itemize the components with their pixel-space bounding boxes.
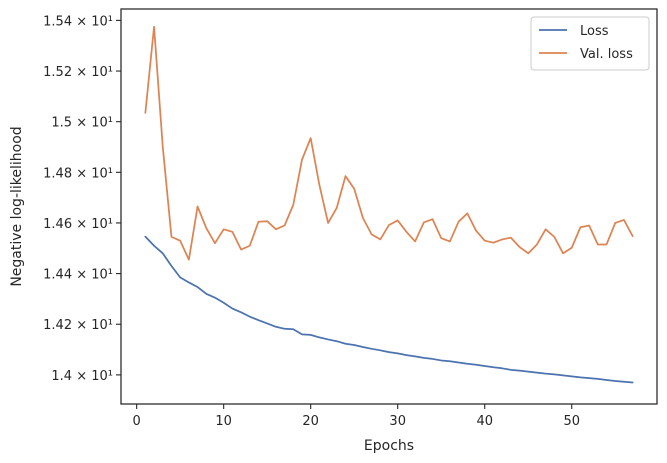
y-tick-label: 1.4 × 10¹ [51, 369, 113, 384]
y-tick-label: 1.42 × 10¹ [43, 318, 113, 333]
y-tick-label: 1.46 × 10¹ [43, 217, 113, 232]
legend-label-val-loss: Val. loss [580, 47, 633, 62]
x-tick-label: 10 [215, 414, 232, 429]
y-axis-label: Negative log-likelihood [9, 126, 25, 286]
series-layer [144, 25, 634, 384]
y-tick-label: 1.44 × 10¹ [43, 268, 113, 283]
series-line-val-loss [144, 25, 634, 261]
x-tick-label: 50 [563, 414, 580, 429]
x-tick-label: 30 [389, 414, 406, 429]
series-line-loss [144, 235, 634, 384]
legend-label-loss: Loss [580, 24, 609, 39]
y-tick-label: 1.54 × 10¹ [43, 14, 113, 29]
legend: Loss Val. loss [530, 16, 650, 71]
x-axis-label: Epochs [364, 438, 414, 454]
y-tick-label: 1.48 × 10¹ [43, 166, 113, 181]
y-tick-label: 1.52 × 10¹ [43, 65, 113, 80]
plot-frame [120, 8, 658, 405]
y-tick-label: 1.5 × 10¹ [51, 116, 113, 131]
x-tick-label: 0 [133, 414, 141, 429]
x-tick-label: 20 [302, 414, 319, 429]
ticks-layer: 0 10 20 30 40 50 1.4 × 10¹ 1.42 × 10¹ 1.44 × 10¹… [43, 14, 580, 429]
x-tick-label: 40 [476, 414, 493, 429]
